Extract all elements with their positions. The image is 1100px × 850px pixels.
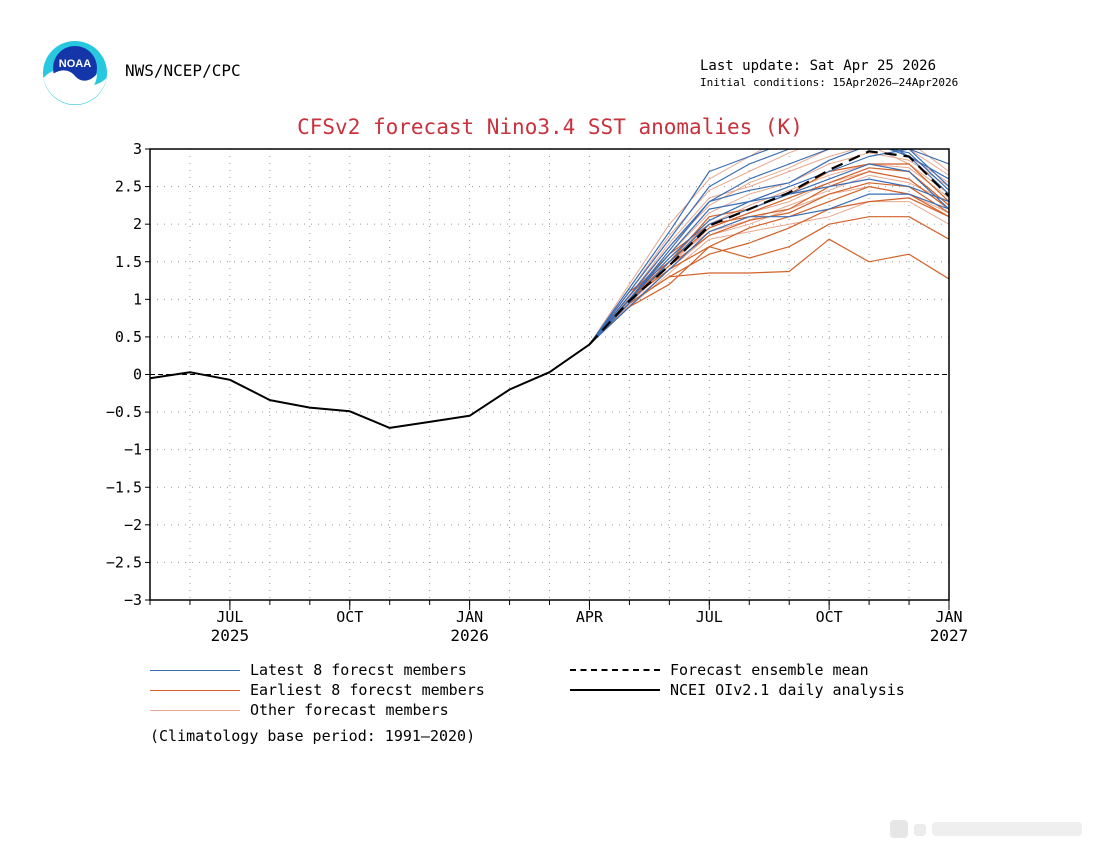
last-update: Last update: Sat Apr 25 2026	[700, 58, 937, 74]
y-tick-label: −2.5	[106, 553, 142, 571]
x-tick-label: JUL	[696, 608, 723, 626]
series-earliest-member	[589, 238, 949, 345]
series-latest-member	[589, 178, 949, 345]
x-tick-label: OCT	[336, 608, 363, 626]
watermark-icon	[890, 820, 1082, 838]
noaa-logo-icon: NOAA	[42, 40, 108, 106]
y-tick-label: 2.5	[115, 178, 142, 196]
noaa-logo-text: NOAA	[59, 58, 91, 70]
y-tick-label: 1	[133, 290, 142, 308]
series-latest-member	[589, 149, 949, 345]
legend-other-label: Other forecast members	[250, 701, 449, 719]
legend-earliest-swatch	[150, 690, 240, 691]
legend-other-swatch	[150, 710, 240, 711]
y-tick-label: 2	[133, 215, 142, 233]
series-other-member	[589, 149, 949, 345]
series-earliest-member	[589, 216, 949, 345]
series-earliest-member	[589, 197, 949, 345]
legend-analysis-swatch	[570, 689, 660, 691]
x-tick-label: JAN	[456, 608, 483, 626]
legend-earliest-label: Earliest 8 forecst members	[250, 681, 485, 699]
y-tick-label: −2	[124, 516, 142, 534]
x-tick-label: JUL	[216, 608, 243, 626]
y-tick-label: −1	[124, 441, 142, 459]
y-tick-label: 0.5	[115, 328, 142, 346]
x-tick-label: OCT	[816, 608, 843, 626]
x-tick-label: JAN	[935, 608, 962, 626]
y-tick-label: 0	[133, 366, 142, 384]
legend-mean-swatch	[570, 669, 660, 671]
series-latest-member	[589, 149, 949, 345]
initial-conditions: Initial conditions: 15Apr2026—24Apr2026	[700, 76, 959, 89]
x-tick-label: APR	[576, 608, 604, 626]
series-observed	[150, 343, 591, 429]
legend-latest-label: Latest 8 forecst members	[250, 661, 467, 679]
agency-label: NWS/NCEP/CPC	[125, 61, 241, 80]
series-latest-member	[589, 149, 949, 345]
series-other-member	[589, 152, 949, 345]
y-tick-label: −3	[124, 591, 142, 609]
x-tick-year-label: 2026	[450, 626, 489, 645]
y-tick-label: −1.5	[106, 478, 142, 496]
series-earliest-member	[589, 186, 949, 345]
series-earliest-member	[589, 167, 949, 345]
series-other-member	[589, 186, 949, 345]
series-latest-member	[589, 149, 949, 345]
y-tick-label: −0.5	[106, 403, 142, 421]
climatology-note: (Climatology base period: 1991—2020)	[150, 727, 476, 745]
legend-latest-swatch	[150, 670, 240, 671]
legend-analysis-label: NCEI OIv2.1 daily analysis	[670, 681, 905, 699]
series-ensemble-mean	[588, 150, 949, 346]
y-tick-label: 3	[133, 140, 142, 158]
legend-mean-label: Forecast ensemble mean	[670, 661, 869, 679]
x-tick-year-label: 2027	[930, 626, 969, 645]
x-tick-year-label: 2025	[211, 626, 250, 645]
series-other-member	[589, 149, 949, 345]
series-latest-member	[589, 149, 949, 345]
chart-title: CFSv2 forecast Nino3.4 SST anomalies (K)	[297, 115, 803, 139]
series-latest-member	[589, 193, 949, 345]
y-tick-label: 1.5	[115, 253, 142, 271]
plot-frame	[149, 148, 950, 601]
